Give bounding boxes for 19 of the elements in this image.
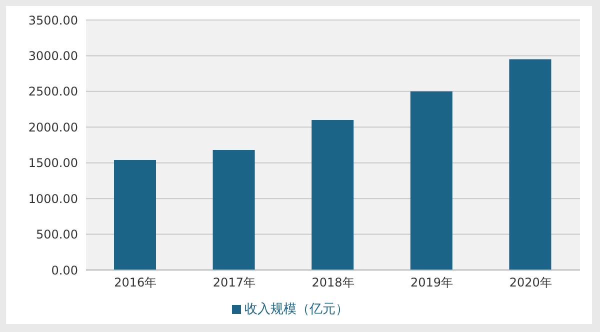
y-tick-label: 2000.00: [28, 120, 78, 134]
y-tick-label: 0.00: [51, 263, 78, 278]
x-tick-label: 2019年: [410, 276, 454, 290]
y-tick-label: 3000.00: [28, 48, 78, 63]
x-tick-label: 2016年: [114, 276, 157, 290]
y-tick-label: 2500.00: [28, 84, 78, 99]
x-tick-label: 2018年: [312, 276, 354, 290]
bar: [509, 59, 552, 270]
bar: [114, 160, 156, 270]
bar: [410, 91, 452, 270]
y-tick-label: 1000.00: [28, 192, 78, 206]
y-tick-label: 500.00: [36, 228, 78, 242]
bar: [212, 150, 255, 270]
x-tick-label: 2020年: [509, 276, 552, 290]
bar: [312, 120, 354, 270]
legend-label: 收入规模（亿元）: [244, 302, 348, 317]
x-tick-label: 2017年: [212, 276, 256, 290]
y-tick-label: 3500.00: [28, 13, 78, 28]
y-tick-label: 1500.00: [28, 156, 78, 170]
